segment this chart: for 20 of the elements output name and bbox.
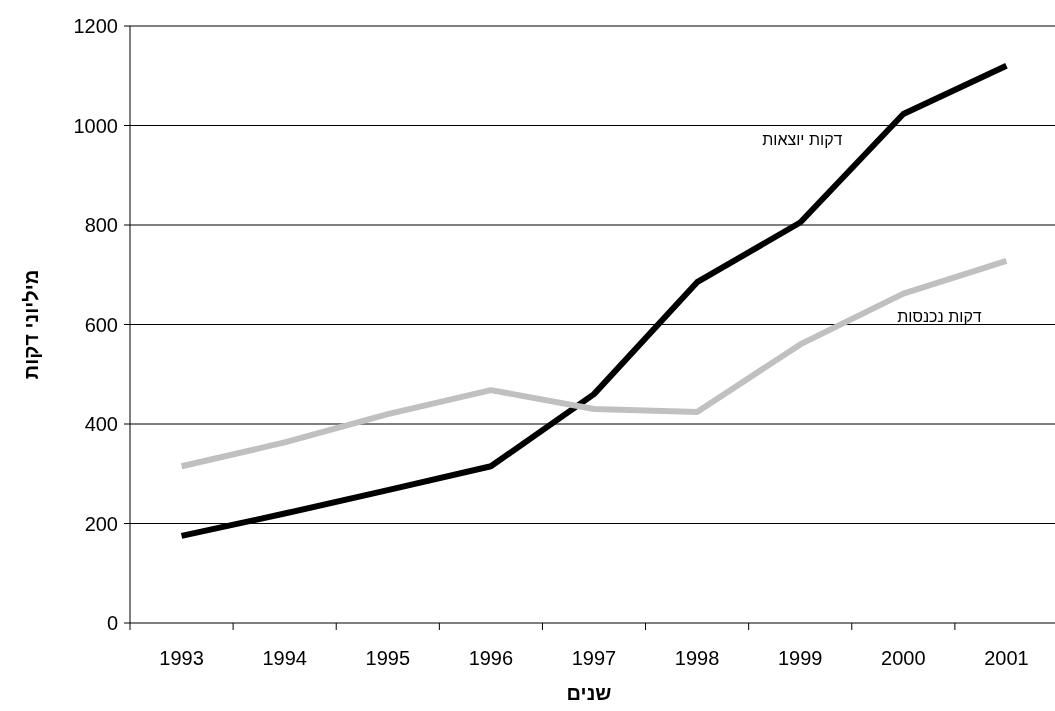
y-tick-label: 1200 [73,15,118,37]
y-tick-label: 0 [106,612,118,634]
x-tick-label: 1997 [571,647,617,669]
y-tick-label: 200 [84,512,118,535]
y-axis-title: מיליוני דקות [20,269,42,380]
y-tick-label: 1000 [73,114,118,137]
x-tick-label: 1999 [777,647,823,669]
x-tick-label: 1995 [365,647,411,669]
y-tick-label: 400 [84,413,118,435]
x-tick-label: 2001 [984,647,1029,669]
series-label: דקות נכנסות [897,308,982,326]
x-tick-label: 1994 [262,647,307,669]
x-tick-label: 1993 [159,647,204,669]
y-tick-label: 800 [84,214,118,236]
x-tick-label: 1998 [674,647,720,669]
x-tick-label: 1996 [468,647,514,669]
y-tick-label: 600 [84,313,118,336]
series-label: דקות יוצאות [762,130,843,148]
x-tick-label: 2000 [881,647,926,669]
x-axis-title: שנים [566,682,612,704]
